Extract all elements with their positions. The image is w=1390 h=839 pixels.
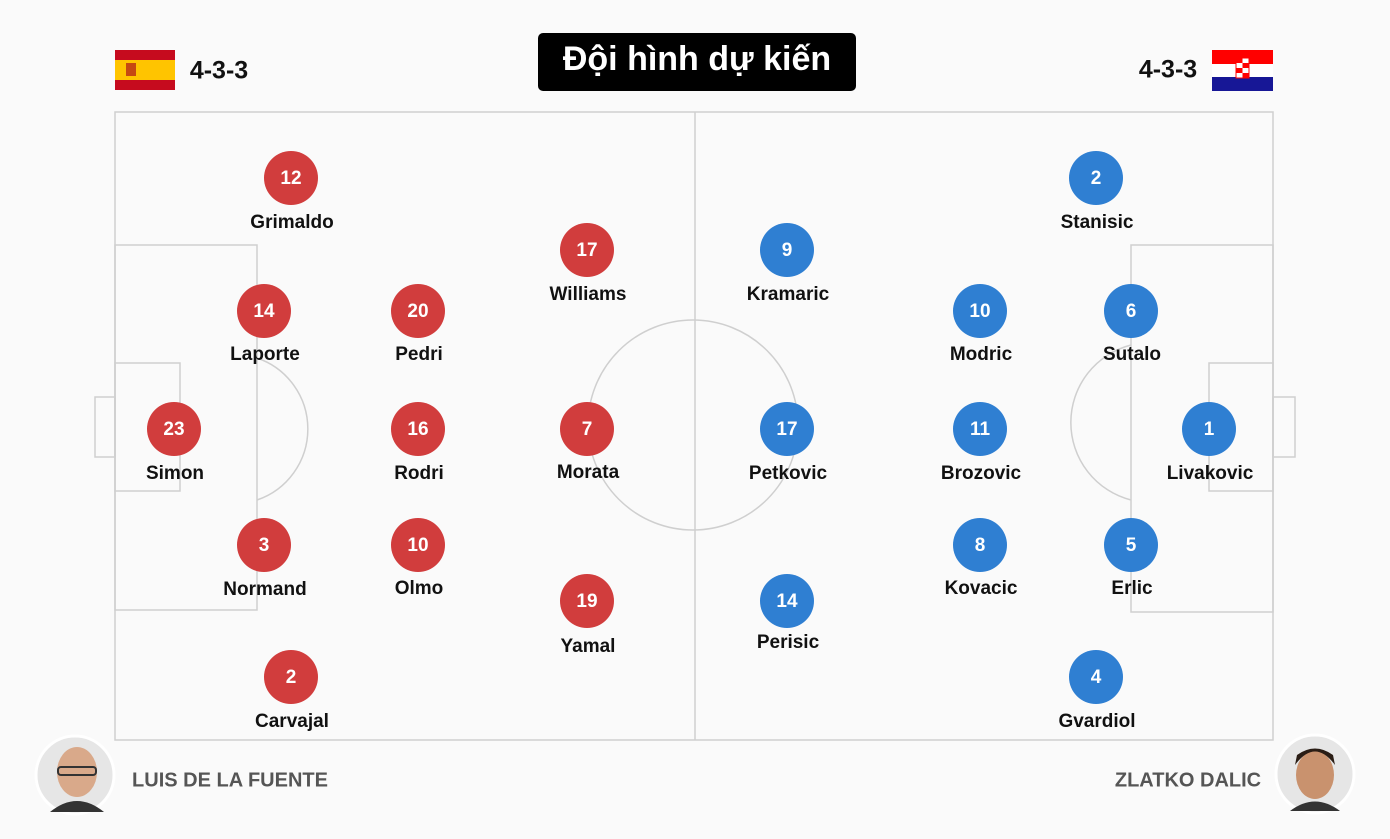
player-name: Morata [557, 462, 620, 483]
player-number: 14 [776, 591, 798, 612]
title: Đội hình dự kiến [563, 40, 831, 78]
player-badge [953, 518, 1007, 572]
player-name: Grimaldo [250, 212, 333, 233]
player-name: Laporte [230, 344, 300, 365]
player-number: 11 [970, 419, 991, 440]
player-name: Kovacic [945, 578, 1018, 599]
player-badge [391, 402, 445, 456]
player-name: Modric [950, 344, 1013, 365]
player-number: 8 [975, 535, 986, 556]
coach-photo [1274, 733, 1356, 815]
player-name: Sutalo [1103, 344, 1161, 365]
player-number: 14 [253, 301, 275, 322]
player-name: Perisic [757, 632, 820, 653]
player-name: Livakovic [1167, 463, 1254, 484]
player-number: 19 [576, 591, 597, 612]
player-number: 4 [1091, 667, 1102, 688]
player-badge [264, 650, 318, 704]
player-number: 10 [407, 535, 428, 556]
player-badge [237, 518, 291, 572]
player-number: 2 [286, 667, 297, 688]
player-badge [237, 284, 291, 338]
player-badge [760, 402, 814, 456]
player-badge [1069, 650, 1123, 704]
coach-photo [34, 734, 116, 816]
player-badge [391, 284, 445, 338]
player-badge [760, 223, 814, 277]
player-badge [1069, 151, 1123, 205]
player-name: Petkovic [749, 463, 828, 484]
formation: 4-3-3 [190, 57, 248, 85]
player-number: 23 [163, 419, 184, 440]
player-number: 17 [776, 419, 797, 440]
player-number: 3 [259, 535, 270, 556]
player-badge [391, 518, 445, 572]
player-badge [953, 402, 1007, 456]
player-badge [560, 223, 614, 277]
player-number: 16 [407, 419, 428, 440]
player-name: Stanisic [1061, 212, 1134, 233]
player-badge [560, 574, 614, 628]
player-name: Olmo [395, 578, 444, 599]
player-name: Normand [223, 579, 306, 600]
player-name: Erlic [1111, 578, 1153, 599]
player-name: Simon [146, 463, 204, 484]
spain-flag [115, 50, 175, 90]
player-number: 1 [1204, 419, 1215, 440]
player-number: 7 [582, 419, 593, 440]
pitch [94, 111, 1296, 741]
player-badge [760, 574, 814, 628]
player-name: Carvajal [255, 711, 329, 732]
player-badge [1104, 284, 1158, 338]
player-badge [264, 151, 318, 205]
player-number: 12 [280, 168, 301, 189]
croatia-flag [1212, 50, 1273, 91]
player-number: 5 [1126, 535, 1137, 556]
player-badge [560, 402, 614, 456]
player-name: Yamal [561, 636, 616, 657]
player-number: 10 [969, 301, 990, 322]
title-box [538, 33, 856, 91]
formation: 4-3-3 [1139, 56, 1197, 84]
player-name: Kramaric [747, 284, 830, 305]
player-name: Pedri [395, 344, 443, 365]
player-number: 2 [1091, 168, 1102, 189]
player-badge [147, 402, 201, 456]
player-name: Rodri [394, 463, 444, 484]
player-badge [1104, 518, 1158, 572]
player-badge [953, 284, 1007, 338]
player-number: 6 [1126, 301, 1137, 322]
player-name: Gvardiol [1058, 711, 1135, 732]
player-number: 20 [407, 301, 428, 322]
player-badge [1182, 402, 1236, 456]
coach-name: ZLATKO DALIC [1115, 769, 1261, 791]
player-name: Williams [550, 284, 627, 305]
coach-name: LUIS DE LA FUENTE [132, 769, 328, 791]
player-name: Brozovic [941, 463, 1022, 484]
player-number: 9 [782, 240, 793, 261]
player-number: 17 [576, 240, 597, 261]
